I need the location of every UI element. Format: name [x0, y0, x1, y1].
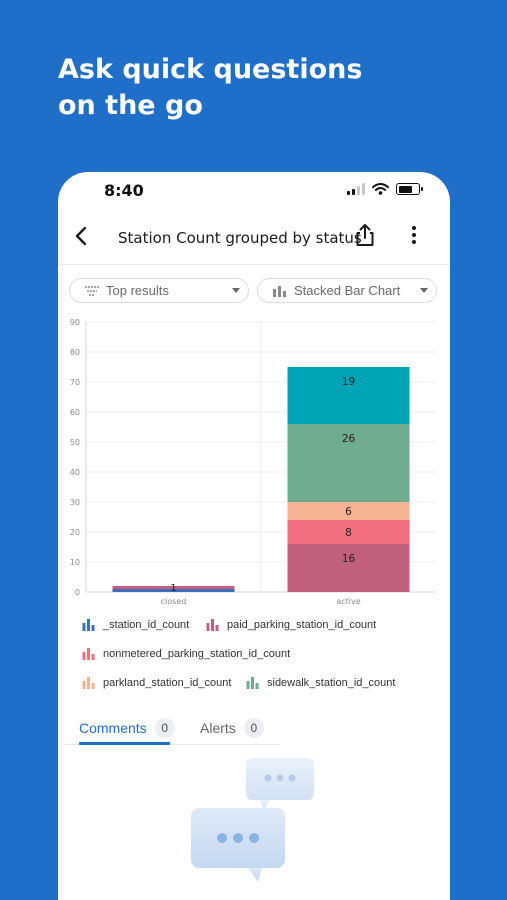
battery-icon — [396, 183, 423, 195]
wifi-icon — [372, 183, 389, 195]
headline-line-2: on the go — [58, 90, 203, 121]
chevron-left-icon[interactable] — [70, 224, 94, 248]
y-tick-label: 30 — [70, 498, 80, 507]
stacked-bar-chart: 0 10 20 30 40 50 60 70 80 90 1 closed 19 26 6 8 16 active — [70, 318, 436, 606]
legend-label: nonmetered_parking_station_id_count — [103, 647, 291, 660]
bar-chart-icon — [273, 285, 286, 297]
status-bar: 8:40 — [58, 172, 450, 210]
bar-chart-icon — [82, 677, 95, 689]
legend-item[interactable]: parkland_station_id_count — [82, 676, 231, 689]
signal-icon — [347, 183, 365, 195]
data-label: 19 — [342, 376, 355, 388]
bar-segment — [112, 586, 235, 589]
more-vertical-icon[interactable] — [410, 224, 418, 246]
y-tick-label: 10 — [70, 558, 80, 567]
active-tab-indicator — [79, 742, 170, 745]
bar-chart-icon — [82, 619, 95, 631]
legend-label: _station_id_count — [103, 618, 190, 631]
legend-label: paid_parking_station_id_count — [227, 618, 377, 631]
detail-tabs: Comments 0 Alerts 0 — [58, 712, 450, 748]
bar-segment — [287, 502, 410, 520]
y-tick-label: 80 — [70, 348, 80, 357]
tab-comments[interactable]: Comments 0 — [79, 718, 175, 738]
x-tick-label: closed — [161, 597, 187, 606]
app-bar: Station Count grouped by status — [58, 218, 450, 258]
y-tick-label: 0 — [75, 588, 80, 597]
bar-segment — [287, 520, 410, 544]
phone-frame: 8:40 Station Count grouped by status — [58, 172, 450, 900]
tab-track — [64, 744, 280, 745]
y-tick-label: 90 — [70, 318, 80, 327]
tab-comments-count: 0 — [154, 718, 175, 738]
y-tick-label: 20 — [70, 528, 80, 537]
result-type-value: Top results — [106, 283, 169, 298]
tab-alerts-label: Alerts — [200, 720, 236, 736]
y-tick-label: 70 — [70, 378, 80, 387]
chevron-down-icon — [232, 288, 240, 293]
chart-type-value: Stacked Bar Chart — [294, 283, 401, 298]
legend-item[interactable]: nonmetered_parking_station_id_count — [82, 647, 290, 660]
tab-alerts-count: 0 — [243, 718, 264, 738]
headline: Ask quick questions on the go — [58, 52, 362, 124]
legend-item[interactable]: sidewalk_station_id_count — [246, 676, 395, 689]
y-tick-label: 40 — [70, 468, 80, 477]
chevron-down-icon — [420, 288, 428, 293]
bar-segment — [287, 424, 410, 502]
data-label: 16 — [342, 553, 356, 565]
legend-label: sidewalk_station_id_count — [267, 676, 396, 689]
data-label: 8 — [345, 527, 352, 539]
bar-segment — [287, 367, 410, 424]
bar-segment — [287, 544, 410, 592]
share-icon[interactable] — [354, 223, 376, 247]
filter-lines-icon — [85, 285, 99, 296]
status-time: 8:40 — [104, 181, 144, 200]
data-label: 26 — [342, 433, 356, 445]
bar-chart-icon — [246, 677, 259, 689]
bar-chart-icon — [82, 648, 95, 660]
result-type-select[interactable]: Top results — [69, 278, 249, 303]
page-title: Station Count grouped by status — [118, 229, 362, 247]
data-label: 1 — [170, 583, 176, 594]
legend-item[interactable]: _station_id_count — [82, 618, 189, 631]
chart-type-select[interactable]: Stacked Bar Chart — [257, 278, 437, 303]
headline-line-1: Ask quick questions — [58, 54, 363, 85]
appbar-divider — [58, 264, 450, 265]
x-tick-label: active — [336, 597, 360, 606]
legend-label: parkland_station_id_count — [103, 676, 232, 689]
chat-bubbles-icon — [191, 758, 314, 882]
y-tick-label: 50 — [70, 438, 80, 447]
bar-segment — [112, 589, 235, 592]
tab-comments-label: Comments — [79, 720, 147, 736]
status-icons — [347, 183, 423, 195]
bar-chart-icon — [206, 619, 219, 631]
data-label: 6 — [345, 506, 352, 518]
tab-alerts[interactable]: Alerts 0 — [200, 718, 264, 738]
y-tick-label: 60 — [70, 408, 80, 417]
legend-item[interactable]: paid_parking_station_id_count — [206, 618, 376, 631]
